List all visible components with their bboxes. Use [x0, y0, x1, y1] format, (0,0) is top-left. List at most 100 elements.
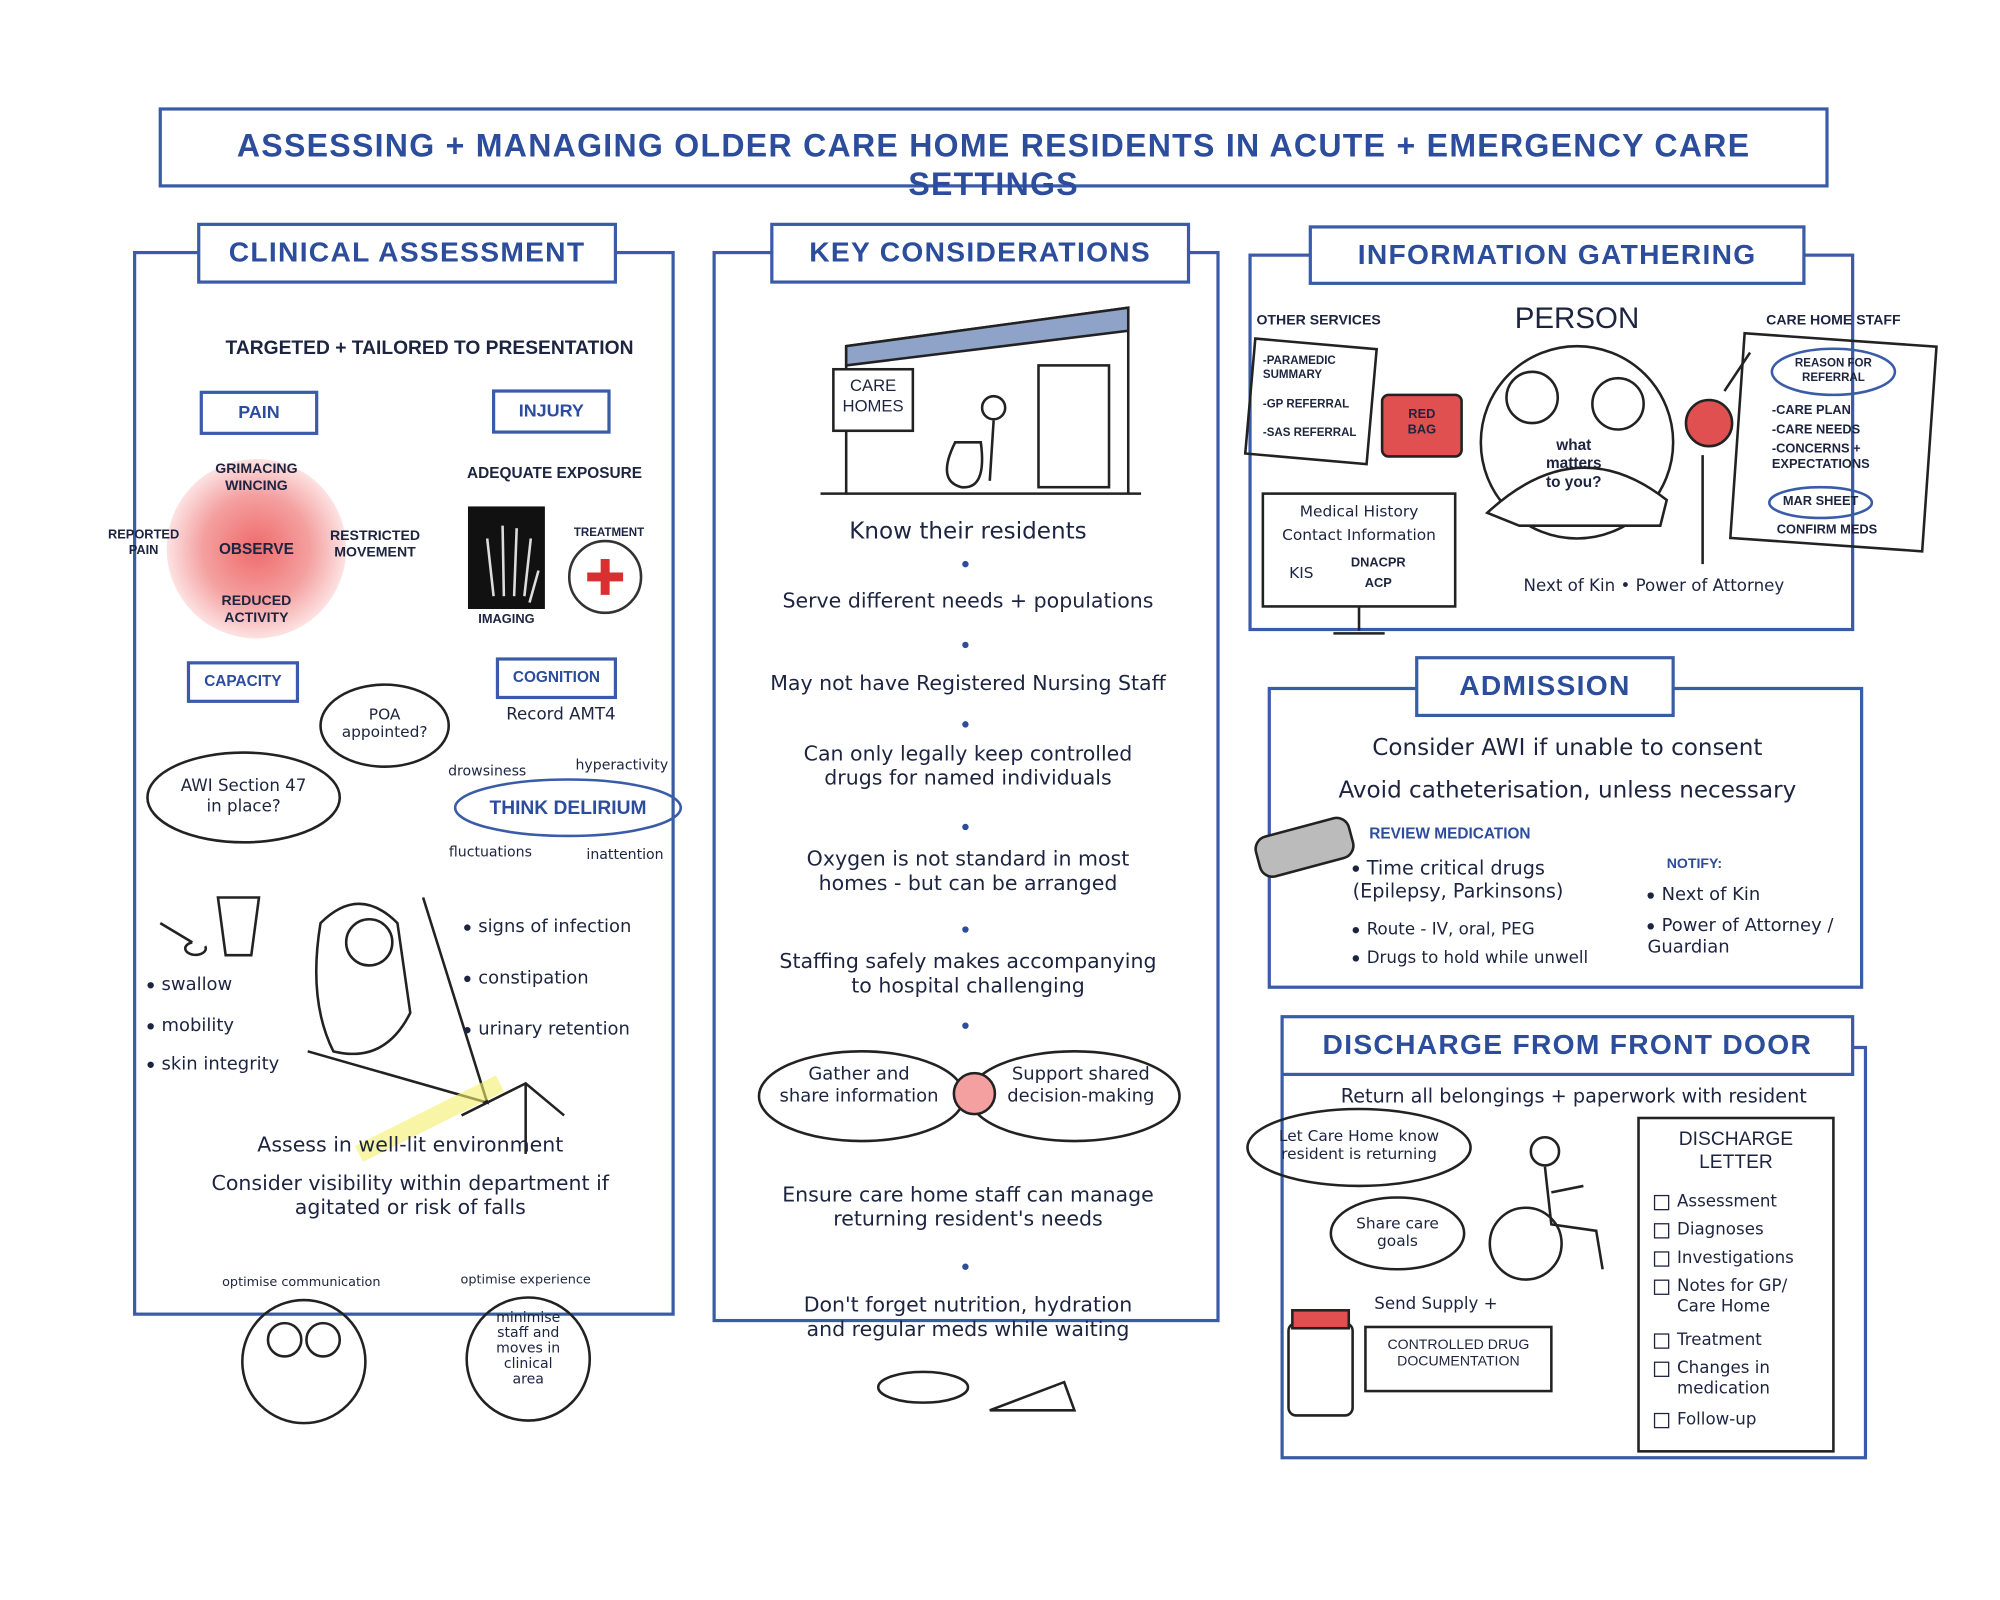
decoration [962, 823, 969, 831]
letter-item: Changes in medication [1653, 1359, 1831, 1399]
title: ASSESSING + MANAGING OLDER CARE HOME RES… [236, 128, 1751, 203]
supply: Send Supply + [1374, 1294, 1498, 1315]
contacts: Next of Kin • Power of Attorney [1523, 576, 1785, 597]
item: Oxygen is not standard in most homes - b… [806, 846, 1130, 896]
item: Ensure care home staff can manage return… [782, 1182, 1154, 1232]
bubble-text: Let Care Home know resident is returning [1278, 1126, 1440, 1164]
clipboard [1728, 331, 1938, 553]
feature: hyperactivity [575, 756, 669, 774]
dots [962, 560, 969, 1270]
discharge-line: Return all belongings + paperwork with r… [1340, 1084, 1807, 1108]
cue: GRIMACING WINCING [215, 461, 298, 494]
bubble-text: what matters to you? [1545, 435, 1602, 491]
red-cross [587, 558, 624, 595]
comm-circle [241, 1298, 367, 1425]
observe-circle [166, 458, 347, 639]
phone-icon [952, 1071, 997, 1116]
letter-item: Diagnoses [1653, 1221, 1831, 1241]
cup [876, 1370, 970, 1404]
document [1243, 337, 1379, 466]
xray-bones [485, 525, 540, 603]
header-box [1280, 1015, 1855, 1077]
exposure: ADEQUATE EXPOSURE [467, 464, 642, 483]
circle-label: optimise communication [222, 1275, 381, 1290]
decoration [962, 926, 969, 933]
label: CAPACITY [204, 671, 282, 690]
label: INJURY [518, 400, 584, 421]
xray [467, 506, 545, 609]
review-item: Time critical drugs (Epilepsy, Parkinson… [1353, 856, 1648, 902]
patient-head [344, 917, 394, 967]
cd-box [1364, 1325, 1553, 1393]
document-line: -SAS REFERRAL [1262, 425, 1357, 439]
check: skin integrity [147, 1054, 339, 1076]
label-box [186, 661, 300, 703]
label: COGNITION [512, 667, 601, 686]
bubble [453, 778, 683, 838]
decoration [962, 1022, 969, 1029]
document-line: -PARAMEDIC SUMMARY [1262, 353, 1336, 381]
check: mobility [147, 1015, 326, 1037]
decoration [962, 560, 969, 568]
reason-ring [1770, 347, 1897, 397]
header-box [197, 222, 618, 284]
review-label: REVIEW MEDICATION [1369, 824, 1531, 843]
cue: REPORTED PAIN [107, 528, 180, 558]
header-box [1415, 656, 1675, 718]
notify-label: NOTIFY: [1666, 856, 1723, 872]
label-box [199, 390, 319, 435]
cue: REDUCED ACTIVITY [221, 593, 292, 626]
label-box [492, 389, 611, 434]
jar [1287, 1321, 1354, 1417]
header-boxes [186, 222, 1855, 1077]
admission-line: Consider AWI if unable to consent [1372, 734, 1763, 762]
sandwich [989, 1380, 1077, 1412]
pill-pack [1254, 816, 1355, 878]
feature: fluctuations [448, 843, 532, 861]
record-line: Contact Information [1282, 525, 1436, 544]
item: Can only legally keep controlled drugs f… [803, 741, 1133, 791]
glasses [305, 1321, 342, 1358]
check: urinary retention [464, 1019, 688, 1041]
roof [844, 306, 1130, 367]
item: May not have Registered Nursing Staff [770, 670, 1166, 695]
check: signs of infection [464, 917, 688, 939]
header-box [770, 222, 1191, 284]
confirm: CONFIRM MEDS [1776, 523, 1878, 538]
review-item: Route - IV, oral, PEG [1353, 921, 1648, 941]
section-heading: INFORMATION GATHERING [1357, 238, 1757, 271]
imaging: IMAGING [478, 612, 535, 627]
title-box [158, 107, 1829, 188]
red-bag [1380, 393, 1463, 458]
plan: ACP [1364, 576, 1392, 592]
phone [1684, 398, 1734, 448]
item: Don't forget nutrition, hydration and re… [803, 1292, 1133, 1342]
mar-ring [1768, 485, 1874, 520]
staff-item: -CARE PLAN [1771, 403, 1851, 418]
decoration [962, 641, 969, 649]
head [1529, 1135, 1561, 1167]
cup [216, 896, 261, 957]
bubble [319, 683, 451, 768]
speech [1484, 466, 1669, 527]
wheel [1488, 1206, 1563, 1281]
subtitle: TARGETED + TAILORED TO PRESENTATION [225, 337, 634, 359]
admission-line: Avoid catheterisation, unless necessary [1338, 776, 1797, 804]
header-box [1308, 225, 1806, 285]
check: constipation [464, 968, 688, 990]
bubbles [146, 683, 683, 1425]
environment: Consider visibility within department if… [211, 1170, 609, 1220]
notify-item: Next of Kin [1647, 885, 1852, 907]
glasses [266, 1321, 303, 1358]
treatment-circle [567, 539, 643, 615]
bubble [1246, 1107, 1472, 1188]
bubble [1329, 1196, 1466, 1271]
label: OTHER SERVICES [1256, 312, 1381, 329]
letter-item: Follow-up [1653, 1410, 1831, 1430]
body-figure [1543, 1166, 1604, 1270]
bubble [146, 751, 342, 844]
